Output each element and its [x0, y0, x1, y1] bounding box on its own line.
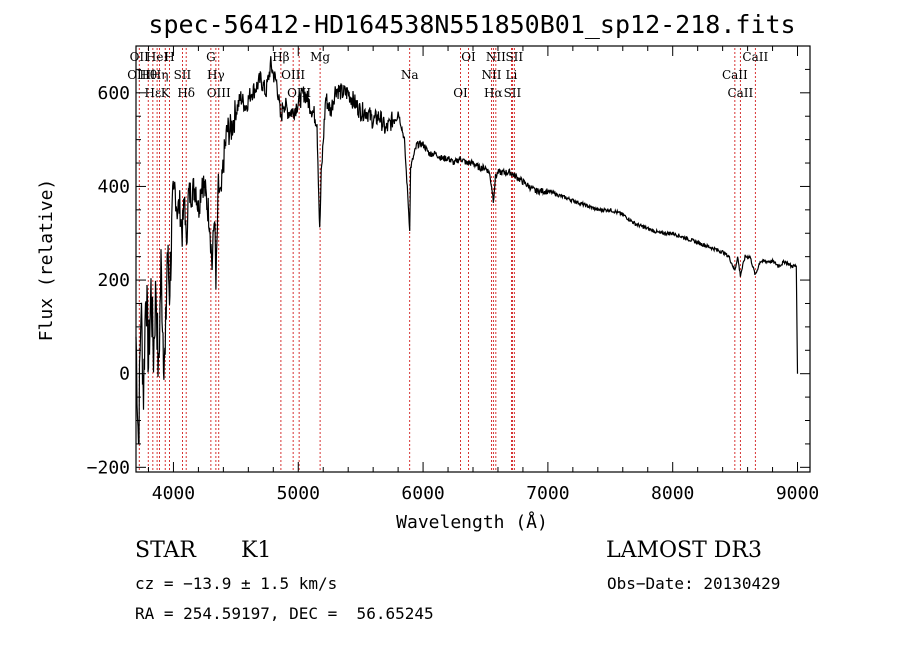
- line-marker-label: K: [161, 86, 171, 100]
- line-marker-label: Mg: [310, 50, 330, 64]
- line-marker-label: Na: [401, 68, 419, 82]
- y-tick-label: 400: [97, 176, 130, 197]
- x-tick-label: 9000: [776, 483, 819, 504]
- line-marker-label: Hθ: [139, 68, 157, 82]
- line-marker-label: Hε: [145, 86, 162, 100]
- line-marker-label: HeI: [146, 50, 169, 64]
- y-tick-label: 600: [97, 83, 130, 104]
- line-marker-label: Hγ: [207, 68, 225, 82]
- x-tick-label: 4000: [152, 483, 195, 504]
- chart-title: spec-56412-HD164538N551850B01_sp12-218.f…: [148, 10, 795, 39]
- line-marker-label: Li: [506, 68, 518, 82]
- line-marker-label: Hα: [484, 86, 503, 100]
- line-marker-label: OII: [130, 50, 150, 64]
- line-marker-label: OIII: [281, 68, 305, 82]
- line-labels: OIIOIIIHθHεHeIHηKHSIIHδGHγOIIIHβOIIIOIII…: [127, 50, 768, 100]
- object-subclass: K1: [241, 538, 272, 563]
- line-marker-label: G: [206, 50, 216, 64]
- y-tick-label: 200: [97, 270, 130, 291]
- survey-name: LAMOST DR3: [606, 538, 762, 563]
- spectrum-line: [135, 56, 799, 445]
- obs-date: Obs−Date: 20130429: [607, 574, 781, 593]
- line-marker-label: Hβ: [272, 50, 289, 64]
- line-markers: [138, 48, 756, 472]
- line-marker-label: OI: [453, 86, 468, 100]
- redshift-cz: cz = −13.9 ± 1.5 km/s: [135, 574, 338, 593]
- axis-ticks: 4000 5000 6000 7000 8000 9000 −200 0 200 400 600: [87, 46, 819, 504]
- line-marker-label: SII: [504, 86, 522, 100]
- line-marker-label: OIII: [127, 68, 151, 82]
- x-axis-label: Wavelength (Å): [396, 511, 548, 533]
- object-class: STAR: [135, 538, 196, 563]
- x-tick-label: 6000: [401, 483, 444, 504]
- line-marker-label: OIII: [207, 86, 231, 100]
- line-marker-label: Hη: [151, 68, 169, 82]
- line-marker-label: SII: [505, 50, 523, 64]
- coordinates: RA = 254.59197, DEC = 56.65245: [135, 604, 434, 623]
- y-tick-label: −200: [87, 457, 130, 478]
- line-marker-label: H: [164, 50, 174, 64]
- x-tick-label: 7000: [526, 483, 569, 504]
- line-marker-label: CaII: [722, 68, 748, 82]
- x-tick-label: 5000: [277, 483, 320, 504]
- y-axis-label: Flux (relative): [36, 179, 57, 342]
- y-tick-label: 0: [119, 364, 130, 385]
- line-marker-label: CaII: [742, 50, 768, 64]
- line-marker-label: OI: [461, 50, 476, 64]
- line-marker-label: SII: [174, 68, 192, 82]
- x-tick-label: 8000: [651, 483, 694, 504]
- line-marker-label: NII: [481, 68, 501, 82]
- line-marker-label: Hδ: [177, 86, 195, 100]
- line-marker-label: NII: [486, 50, 506, 64]
- line-marker-label: CaII: [727, 86, 753, 100]
